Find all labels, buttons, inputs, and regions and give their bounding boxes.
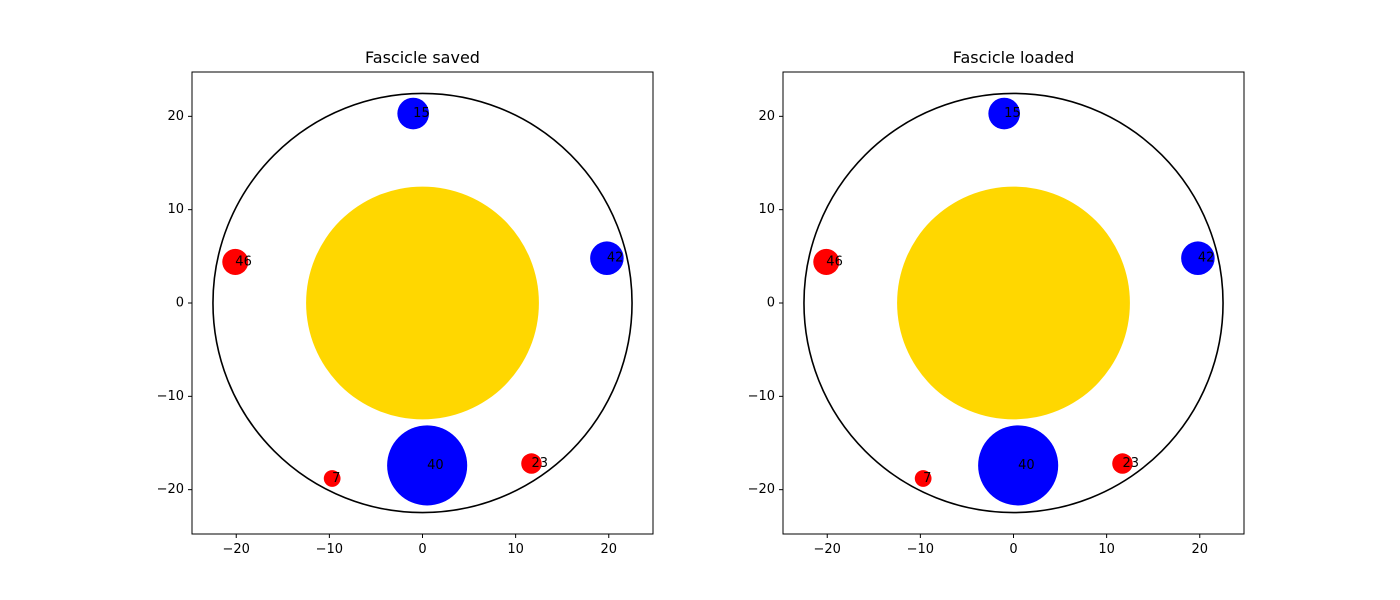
fascicle bbox=[1112, 453, 1133, 474]
y-tick-label: 0 bbox=[767, 296, 775, 311]
fascicle-label: 15 bbox=[413, 106, 430, 121]
y-tick-label: −10 bbox=[157, 389, 184, 404]
y-tick-label: 10 bbox=[167, 202, 184, 217]
fascicle-label: 42 bbox=[1198, 251, 1215, 266]
fascicle-label: 23 bbox=[531, 456, 548, 471]
y-tick-label: 0 bbox=[176, 296, 184, 311]
boundary bbox=[212, 92, 633, 514]
x-tick-label: 0 bbox=[418, 542, 426, 557]
y-tick-label: 20 bbox=[758, 109, 775, 124]
fascicle-label: 46 bbox=[235, 254, 252, 269]
x-tick-label: 20 bbox=[600, 542, 617, 557]
fascicle bbox=[397, 97, 430, 130]
fascicle-label: 46 bbox=[826, 254, 843, 269]
fascicle bbox=[222, 248, 249, 275]
fascicle bbox=[387, 425, 468, 506]
fascicle bbox=[988, 97, 1021, 130]
fascicle-label: 7 bbox=[923, 471, 931, 486]
x-tick-label: −20 bbox=[814, 542, 841, 557]
x-tick-label: 20 bbox=[1191, 542, 1208, 557]
fascicle-label: 40 bbox=[1018, 458, 1035, 473]
fascicle bbox=[1181, 241, 1215, 275]
fascicle-label: 15 bbox=[1004, 106, 1021, 121]
x-tick-label: 10 bbox=[1098, 542, 1115, 557]
y-tick-label: 10 bbox=[758, 202, 775, 217]
fascicle bbox=[978, 425, 1059, 506]
fascicle bbox=[813, 248, 840, 275]
x-tick-label: 10 bbox=[507, 542, 524, 557]
y-tick-label: 20 bbox=[167, 109, 184, 124]
fascicle-label: 23 bbox=[1122, 456, 1139, 471]
fascicle-label: 42 bbox=[607, 251, 624, 266]
x-tick-label: −20 bbox=[223, 542, 250, 557]
y-tick-label: −20 bbox=[157, 482, 184, 497]
fascicle-label: 7 bbox=[332, 471, 340, 486]
fascicle-label: 40 bbox=[427, 458, 444, 473]
x-tick-label: −10 bbox=[907, 542, 934, 557]
boundary bbox=[803, 92, 1224, 514]
chart-title: Fascicle saved bbox=[365, 48, 480, 67]
fascicle bbox=[521, 453, 542, 474]
y-tick-label: −20 bbox=[748, 482, 775, 497]
chart-title: Fascicle loaded bbox=[953, 48, 1074, 67]
x-tick-label: −10 bbox=[316, 542, 343, 557]
fascicle bbox=[914, 470, 932, 487]
fascicle bbox=[323, 470, 341, 487]
core bbox=[897, 186, 1130, 420]
y-tick-label: −10 bbox=[748, 389, 775, 404]
fascicle bbox=[590, 241, 624, 275]
x-tick-label: 0 bbox=[1009, 542, 1017, 557]
core bbox=[306, 186, 539, 420]
